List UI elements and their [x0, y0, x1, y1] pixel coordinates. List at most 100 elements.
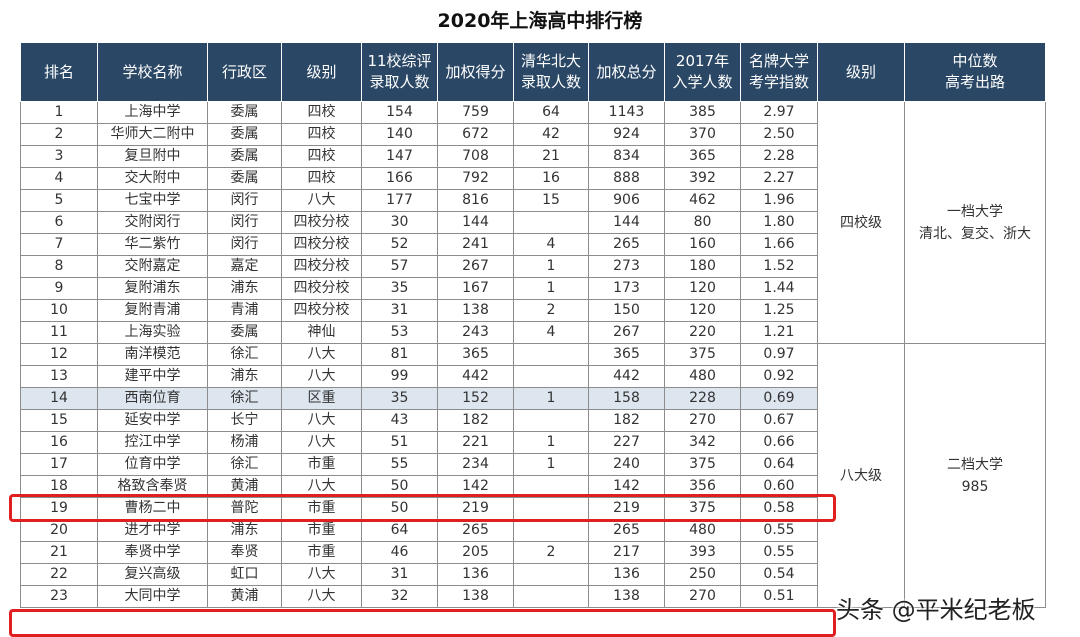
weighted-score-cell: 265	[437, 519, 514, 542]
eleven-school-admits-cell: 166	[361, 167, 438, 190]
col-header: 名牌大学 考学指数	[740, 42, 818, 102]
eleven-school-admits-cell: 53	[361, 321, 438, 344]
rank-cell: 5	[20, 189, 98, 212]
tsinghua-peking-admits-cell	[513, 409, 589, 432]
tsinghua-peking-admits-cell: 16	[513, 167, 589, 190]
table-row: 12 南洋模范 徐汇 八大 81 365 365 375 0.97 八大级 二档大学 985	[20, 343, 1046, 608]
weighted-total-cell: 442	[588, 365, 665, 388]
level-cell: 四校分校	[281, 277, 362, 300]
weighted-total-cell: 150	[588, 299, 665, 322]
district-cell: 浦东	[207, 365, 282, 388]
district-cell: 徐汇	[207, 343, 282, 366]
elite-university-index-cell: 0.64	[740, 453, 818, 476]
weighted-score-cell: 267	[437, 255, 514, 278]
district-cell: 委属	[207, 123, 282, 146]
district-cell: 浦东	[207, 277, 282, 300]
rank-cell: 7	[20, 233, 98, 256]
elite-university-index-cell: 1.66	[740, 233, 818, 256]
col-header: 级别	[817, 42, 905, 102]
level-cell: 八大	[281, 431, 362, 454]
level-cell: 四校分校	[281, 233, 362, 256]
level-cell: 区重	[281, 387, 362, 410]
weighted-total-cell: 834	[588, 145, 665, 168]
school-name-cell: 南洋模范	[97, 343, 208, 366]
weighted-score-cell: 241	[437, 233, 514, 256]
school-name-cell: 华师大二附中	[97, 123, 208, 146]
table-row: 20 进才中学 浦东 市重 64 265 265 480 0.55	[20, 519, 1046, 542]
rank-cell: 6	[20, 211, 98, 234]
enrollment-2017-cell: 270	[664, 585, 741, 608]
elite-university-index-cell: 2.27	[740, 167, 818, 190]
group-level-cell: 八大级	[817, 343, 905, 608]
level-cell: 八大	[281, 585, 362, 608]
weighted-total-cell: 265	[588, 519, 665, 542]
elite-university-index-cell: 1.21	[740, 321, 818, 344]
weighted-score-cell: 152	[437, 387, 514, 410]
rank-cell: 23	[20, 585, 98, 608]
weighted-total-cell: 267	[588, 321, 665, 344]
tsinghua-peking-admits-cell: 1	[513, 277, 589, 300]
elite-university-index-cell: 0.54	[740, 563, 818, 586]
table-row: 16 控江中学 杨浦 八大 51 221 1 227 342 0.66	[20, 431, 1046, 454]
tsinghua-peking-admits-cell: 1	[513, 431, 589, 454]
level-cell: 八大	[281, 365, 362, 388]
eleven-school-admits-cell: 46	[361, 541, 438, 564]
district-cell: 虹口	[207, 563, 282, 586]
school-name-cell: 大同中学	[97, 585, 208, 608]
enrollment-2017-cell: 393	[664, 541, 741, 564]
weighted-score-cell: 138	[437, 299, 514, 322]
eleven-school-admits-cell: 50	[361, 497, 438, 520]
level-cell: 四校分校	[281, 211, 362, 234]
tsinghua-peking-admits-cell: 1	[513, 255, 589, 278]
table-row: 9 复附浦东 浦东 四校分校 35 167 1 173 120 1.44	[20, 277, 1046, 300]
outlet-line: 一档大学	[947, 203, 1003, 220]
eleven-school-admits-cell: 43	[361, 409, 438, 432]
group-outlet-cell: 二档大学 985	[904, 343, 1046, 608]
school-name-cell: 交附嘉定	[97, 255, 208, 278]
enrollment-2017-cell: 480	[664, 519, 741, 542]
rank-cell: 9	[20, 277, 98, 300]
tsinghua-peking-admits-cell: 21	[513, 145, 589, 168]
col-header: 排名	[20, 42, 98, 102]
eleven-school-admits-cell: 99	[361, 365, 438, 388]
eleven-school-admits-cell: 35	[361, 387, 438, 410]
district-cell: 委属	[207, 145, 282, 168]
weighted-total-cell: 136	[588, 563, 665, 586]
weighted-score-cell: 365	[437, 343, 514, 366]
tsinghua-peking-admits-cell: 42	[513, 123, 589, 146]
eleven-school-admits-cell: 64	[361, 519, 438, 542]
elite-university-index-cell: 0.66	[740, 431, 818, 454]
district-cell: 闵行	[207, 233, 282, 256]
elite-university-index-cell: 0.92	[740, 365, 818, 388]
outlet-line: 985	[961, 478, 989, 495]
school-name-cell: 位育中学	[97, 453, 208, 476]
school-name-cell: 曹杨二中	[97, 497, 208, 520]
elite-university-index-cell: 2.97	[740, 101, 818, 124]
weighted-total-cell: 138	[588, 585, 665, 608]
table-row: 6 交附闵行 闵行 四校分校 30 144 144 80 1.80	[20, 211, 1046, 234]
header-row: 排名 学校名称 行政区 级别 11校综评 录取人数 加权得分 清华北大 录取人数 加…	[20, 42, 1046, 102]
weighted-total-cell: 144	[588, 211, 665, 234]
weighted-score-cell: 759	[437, 101, 514, 124]
level-cell: 四校	[281, 123, 362, 146]
weighted-total-cell: 219	[588, 497, 665, 520]
col-header: 学校名称	[97, 42, 208, 102]
col-header: 2017年 入学人数	[664, 42, 741, 102]
elite-university-index-cell: 1.25	[740, 299, 818, 322]
enrollment-2017-cell: 120	[664, 299, 741, 322]
rank-cell: 18	[20, 475, 98, 498]
eleven-school-admits-cell: 50	[361, 475, 438, 498]
rank-cell: 3	[20, 145, 98, 168]
district-cell: 委属	[207, 167, 282, 190]
school-name-cell: 奉贤中学	[97, 541, 208, 564]
weighted-score-cell: 144	[437, 211, 514, 234]
school-name-cell: 复旦附中	[97, 145, 208, 168]
enrollment-2017-cell: 228	[664, 387, 741, 410]
col-header: 级别	[281, 42, 362, 102]
eleven-school-admits-cell: 30	[361, 211, 438, 234]
col-header: 行政区	[207, 42, 282, 102]
elite-university-index-cell: 1.44	[740, 277, 818, 300]
weighted-score-cell: 234	[437, 453, 514, 476]
district-cell: 徐汇	[207, 453, 282, 476]
school-name-cell: 西南位育	[97, 387, 208, 410]
